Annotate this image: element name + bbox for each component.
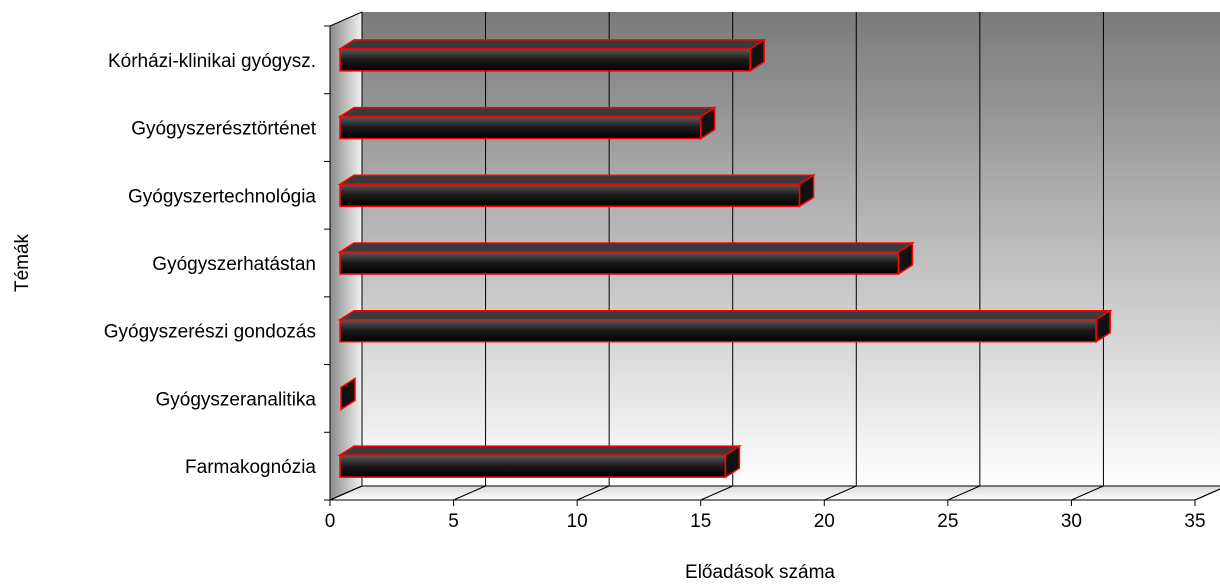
floor-gridline	[824, 485, 857, 501]
category-label: Kórházi-klinikai gyógysz.	[108, 51, 316, 72]
bar-top-face	[337, 242, 915, 253]
floor-gridline	[329, 485, 363, 501]
floor-gridline	[1071, 485, 1104, 501]
bar-end-face	[798, 173, 815, 208]
floor-gridline	[453, 485, 486, 501]
x-tick-label: 20	[814, 511, 835, 532]
bar-front-face	[339, 454, 727, 478]
category-label: Gyógyszerészi gondozás	[104, 322, 316, 343]
bar[interactable]	[337, 38, 767, 73]
x-tick-label: 0	[325, 511, 336, 532]
floor-gridline	[1194, 488, 1220, 501]
bar-end-face	[897, 241, 914, 276]
bar-front-face	[339, 251, 900, 275]
x-axis-title: Előadások száma	[685, 562, 835, 583]
bar-top-face	[337, 445, 742, 456]
bar-end-face	[724, 444, 741, 479]
x-tick-label: 10	[567, 511, 588, 532]
bar[interactable]	[337, 444, 742, 479]
bar[interactable]	[337, 106, 718, 140]
x-tick-label: 15	[690, 511, 711, 532]
category-label: Farmakognózia	[185, 457, 316, 478]
category-label: Gyógyszertechnológia	[128, 186, 316, 207]
bar-front-face	[339, 115, 702, 140]
floor-gridline	[576, 485, 610, 501]
bar-end-face	[749, 38, 765, 73]
category-label: Gyógyszerhatástan	[152, 254, 316, 275]
bar-end-face	[699, 106, 716, 140]
category-label: Gyógyszeranalitika	[155, 389, 316, 410]
bar[interactable]	[337, 309, 1113, 344]
bar-front-face	[339, 48, 751, 72]
y-axis-title: Témák	[12, 233, 33, 292]
x-tick-label: 25	[937, 511, 958, 532]
bar-front-face	[339, 183, 801, 208]
x-tick-label: 35	[1184, 511, 1205, 532]
bar[interactable]	[340, 377, 356, 411]
bar-top-face	[337, 309, 1113, 321]
bar-front-face	[339, 318, 1097, 343]
bar-top-face	[337, 39, 767, 50]
x-tick-label: 5	[448, 511, 459, 532]
bar[interactable]	[337, 173, 817, 208]
bar-end-face	[340, 377, 356, 411]
x-tick-label: 30	[1061, 511, 1082, 532]
floor-gridline	[947, 485, 981, 501]
category-label: Gyógyszerésztörténet	[131, 119, 317, 140]
floor-gridline	[700, 485, 733, 501]
bar-top-face	[337, 174, 817, 186]
bar-end-face	[1095, 309, 1111, 344]
bar[interactable]	[337, 241, 915, 276]
bar-top-face	[337, 106, 718, 118]
